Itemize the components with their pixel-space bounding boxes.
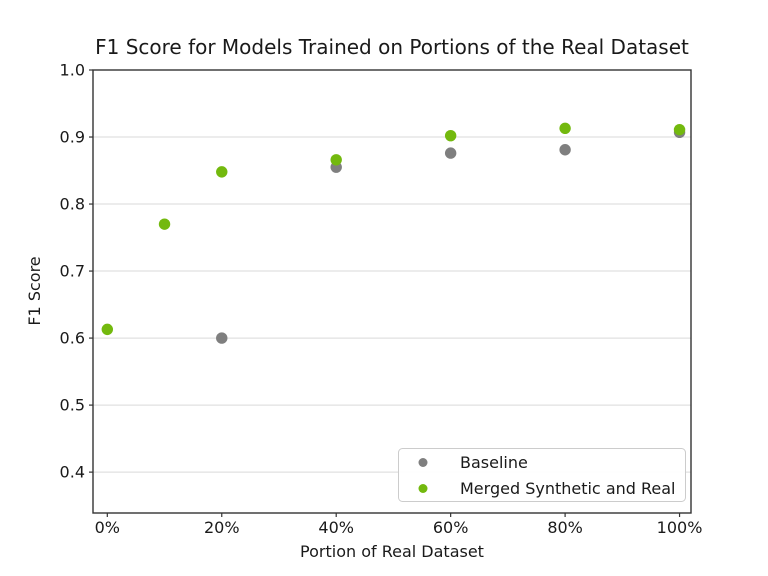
y-tick-label: 0.5	[60, 396, 85, 415]
scatter-point-merged	[158, 218, 171, 230]
scatter-point-merged	[444, 129, 457, 142]
legend: Baseline Merged Synthetic and Real	[398, 448, 686, 502]
scatter-point-baseline	[216, 332, 228, 344]
y-tick-label: 0.8	[60, 195, 85, 214]
x-tick-label: 20%	[204, 518, 240, 537]
x-tick-label: 100%	[657, 518, 703, 537]
scatter-point-merged	[559, 122, 571, 135]
x-tick-label: 80%	[547, 518, 583, 537]
scatter-point-merged	[330, 154, 342, 166]
gridlines	[93, 69, 691, 473]
y-tick-label: 1.0	[60, 61, 85, 80]
legend-label-merged: Merged Synthetic and Real	[460, 479, 676, 498]
legend-label-baseline: Baseline	[460, 453, 528, 472]
x-axis-label: Portion of Real Dataset	[300, 542, 484, 561]
x-tick-label: 60%	[433, 518, 469, 537]
chart-title: F1 Score for Models Trained on Portions …	[95, 35, 689, 59]
legend-marker-merged	[418, 484, 428, 493]
axes-spines	[92, 69, 692, 514]
plot-border	[92, 69, 692, 514]
x-tick-label: 0%	[95, 518, 120, 537]
y-tick-label: 0.7	[60, 262, 85, 281]
scatter-point-merged	[216, 166, 228, 178]
y-tick-label: 0.9	[60, 128, 85, 147]
scatter-point-merged	[101, 323, 114, 336]
scatter-point-merged	[673, 123, 686, 136]
y-tick-label: 0.6	[60, 329, 85, 348]
legend-box	[398, 448, 686, 502]
y-axis-label: F1 Score	[25, 256, 44, 325]
axis-ticks: 0.4 0.5 0.6 0.7 0.8 0.9 1.0 0% 20% 40% 60% 80% 100%	[60, 61, 703, 538]
x-tick-label: 40%	[318, 518, 354, 537]
scatter-point-baseline	[559, 144, 571, 156]
scatter-points	[101, 122, 686, 344]
scatter-point-baseline	[444, 147, 457, 159]
y-tick-label: 0.4	[60, 463, 85, 482]
legend-marker-baseline	[418, 458, 428, 467]
